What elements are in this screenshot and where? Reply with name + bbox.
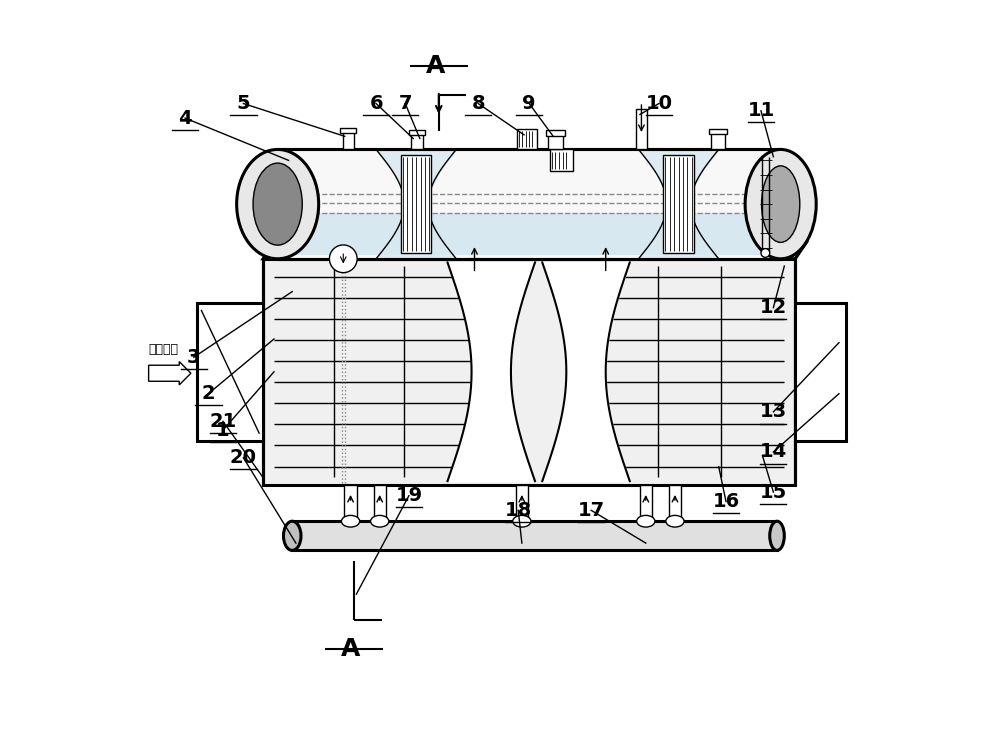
Text: 5: 5 [237,94,250,113]
Bar [374,485,386,521]
Text: 11: 11 [747,101,775,120]
Text: 18: 18 [505,501,532,520]
Bar [409,130,425,135]
Bar [401,155,431,253]
Ellipse shape [513,515,531,527]
Text: 3: 3 [187,348,201,367]
Bar [340,128,356,133]
Bar [411,133,423,149]
Bar [546,130,565,136]
Ellipse shape [666,515,684,527]
Circle shape [329,245,357,273]
Bar [343,131,354,149]
Ellipse shape [283,521,301,550]
Ellipse shape [371,515,389,527]
Polygon shape [263,243,806,259]
Ellipse shape [341,515,360,527]
Bar [636,109,647,149]
Text: 8: 8 [471,94,485,113]
Bar [344,485,357,521]
Bar [640,485,652,521]
Bar [550,149,573,171]
Text: 15: 15 [760,483,787,502]
Bar [292,521,777,550]
Text: 2: 2 [202,384,215,403]
Text: 高温烟气: 高温烟气 [148,343,178,356]
Text: 16: 16 [712,492,740,511]
Ellipse shape [253,163,302,245]
Text: 4: 4 [178,109,192,128]
Bar [548,133,563,149]
Bar [289,213,770,255]
Text: 10: 10 [645,94,672,113]
Text: 12: 12 [760,298,787,317]
Bar [278,149,781,259]
Text: 6: 6 [369,94,383,113]
Bar [263,259,795,485]
Bar [709,129,727,134]
Text: 9: 9 [522,94,536,113]
Ellipse shape [770,521,784,550]
Circle shape [761,249,770,257]
Ellipse shape [745,149,816,259]
Bar [197,303,263,441]
Text: 21: 21 [209,412,237,431]
Ellipse shape [637,515,655,527]
Bar [263,259,795,485]
Text: A: A [341,637,360,660]
Bar [278,149,781,259]
FancyArrow shape [149,362,191,385]
Text: A: A [425,54,445,77]
Ellipse shape [762,165,800,242]
Text: 19: 19 [395,486,422,505]
Bar [517,129,537,149]
Text: 1: 1 [216,421,230,440]
Text: 7: 7 [398,94,412,113]
Ellipse shape [237,149,319,259]
Text: 14: 14 [760,443,787,461]
Bar [516,485,528,521]
Bar [669,485,681,521]
Bar [711,133,725,149]
Text: 20: 20 [230,448,257,467]
Text: 17: 17 [578,501,605,520]
Bar [663,155,694,253]
Text: 13: 13 [760,402,787,421]
Bar [795,303,846,441]
